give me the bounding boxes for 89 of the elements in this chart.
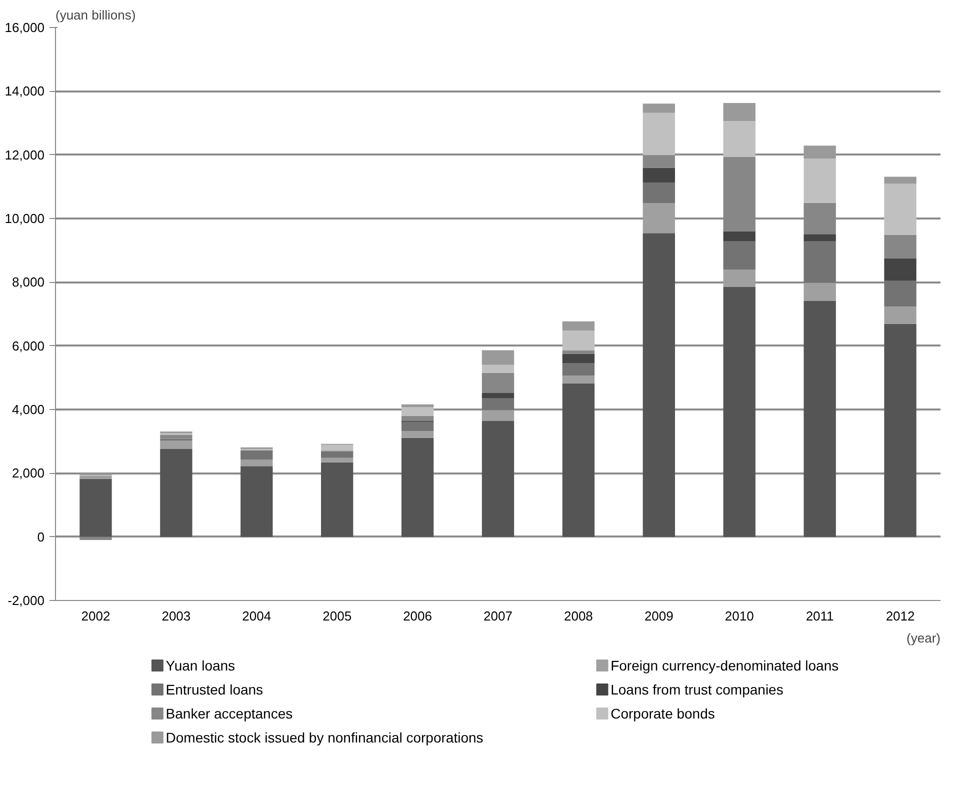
legend-label: Entrusted loans (166, 682, 264, 698)
bar (321, 462, 354, 537)
x-tick-label: 2010 (724, 608, 754, 624)
bar (562, 330, 595, 350)
bar (482, 392, 514, 398)
bar (884, 324, 916, 537)
y-tick-label: 14,000 (4, 84, 45, 99)
bar (240, 459, 273, 466)
legend-label: Foreign currency-denominated loans (610, 658, 839, 674)
x-tick-label: 2012 (886, 608, 915, 624)
legend-label: Yuan loans (166, 658, 236, 674)
x-tick-label: 2007 (484, 608, 512, 624)
legend-label: Corporate bonds (610, 706, 715, 722)
bar (401, 431, 434, 438)
bar (804, 146, 836, 159)
bar (642, 203, 675, 234)
bar (482, 350, 514, 365)
y-tick-label: 4,000 (12, 402, 45, 417)
y-axis-title: (yuan billions) (56, 8, 136, 22)
x-tick-label: 2009 (644, 608, 674, 624)
bar (642, 104, 675, 113)
x-tick-label: 2004 (242, 608, 272, 624)
legend-label: Domestic stock issued by nonfinancial corporations (166, 730, 484, 746)
bar (401, 438, 434, 537)
bar (884, 258, 916, 281)
bar (401, 404, 434, 408)
bar (160, 448, 192, 537)
x-tick-label: 2003 (162, 608, 191, 624)
bar (562, 376, 595, 384)
bar (482, 410, 514, 421)
bar (642, 168, 675, 183)
bar (884, 280, 916, 307)
bar (321, 458, 354, 462)
bar (642, 155, 675, 168)
y-tick-label: 2,000 (12, 466, 45, 481)
bar (562, 350, 595, 354)
bar (562, 321, 595, 331)
bar (723, 102, 756, 122)
bar (401, 416, 434, 421)
bar (562, 363, 595, 376)
bar (562, 354, 595, 364)
bar (804, 158, 836, 203)
y-tick-label: 16,000 (4, 20, 45, 35)
bar (804, 282, 836, 301)
bar (723, 241, 756, 270)
bar (160, 434, 192, 439)
bar (723, 156, 756, 232)
legend-label: Loans from trust companies (610, 682, 784, 698)
y-tick-label: 10,000 (4, 211, 45, 226)
bar (804, 234, 836, 242)
bar (884, 234, 916, 258)
bar (642, 233, 675, 537)
bar (482, 398, 514, 410)
y-tick-label: 0 (37, 529, 45, 544)
y-tick-label: 6,000 (12, 338, 45, 354)
x-tick-label: 2008 (564, 608, 593, 624)
bar (884, 184, 916, 235)
x-tick-label: 2005 (322, 608, 352, 624)
bar (884, 306, 916, 324)
bar (240, 450, 273, 460)
x-axis-title: (year) (906, 630, 941, 646)
bar (160, 440, 192, 449)
bar (723, 286, 756, 537)
bar (723, 270, 756, 287)
bar (804, 241, 836, 283)
y-tick-label: 8,000 (12, 274, 45, 290)
legend-label: Banker acceptances (166, 706, 293, 722)
bar (723, 121, 756, 157)
bar (482, 372, 514, 393)
bar (321, 451, 354, 458)
bar (240, 466, 273, 537)
y-tick-label: -2,000 (8, 593, 45, 608)
bar (482, 364, 514, 373)
bar (723, 231, 756, 242)
x-tick-label: 2002 (81, 608, 110, 624)
bar (804, 300, 836, 537)
bar (482, 420, 514, 537)
x-tick-label: 2011 (806, 608, 834, 624)
x-tick-label: 2006 (403, 608, 432, 624)
bar (884, 176, 916, 184)
bar (562, 383, 595, 537)
bar (80, 478, 112, 537)
y-tick-label: 12,000 (4, 147, 45, 162)
bar (642, 182, 675, 204)
bar (804, 202, 836, 234)
bar (321, 444, 354, 451)
bar (401, 407, 434, 416)
bar (401, 422, 434, 432)
bar (642, 112, 675, 156)
